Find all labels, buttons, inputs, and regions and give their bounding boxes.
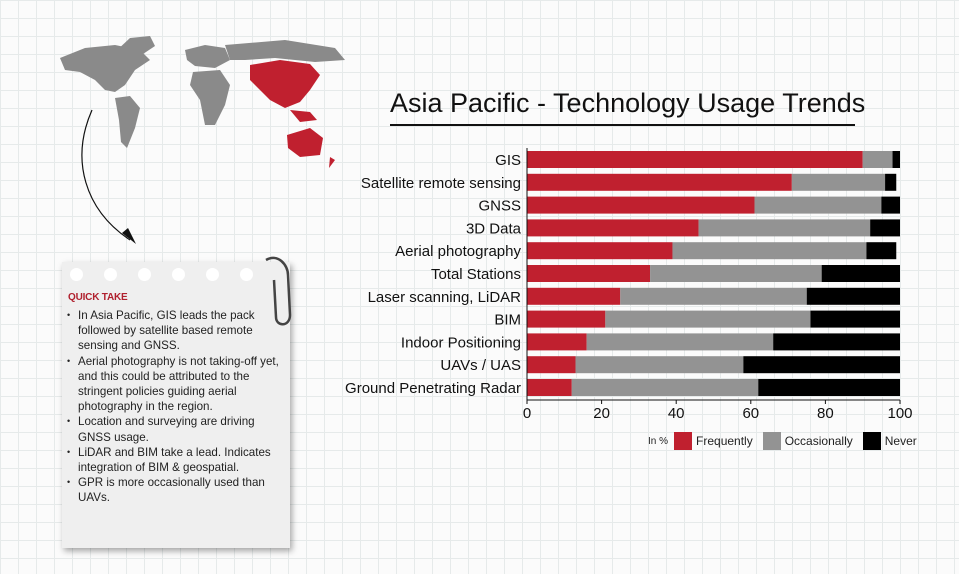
- bar-occasionally: [754, 196, 882, 214]
- x-tick-label: 80: [817, 405, 834, 422]
- bar-occasionally: [698, 219, 871, 237]
- chart-title: Asia Pacific - Technology Usage Trends: [390, 88, 866, 118]
- legend-swatch-never: [862, 432, 881, 450]
- bar-occasionally: [791, 173, 886, 191]
- legend-swatch-occasionally: [762, 432, 781, 450]
- category-label: Satellite remote sensing: [361, 175, 521, 192]
- x-tick-label: 60: [742, 405, 759, 422]
- bar-never: [881, 196, 900, 214]
- hole-icon: [104, 268, 117, 281]
- category-label: 3D Data: [466, 220, 522, 237]
- category-label: GNSS: [478, 198, 521, 215]
- hole-icon: [206, 268, 219, 281]
- legend-swatch-frequently: [674, 432, 693, 450]
- bar-frequently: [527, 219, 699, 237]
- bar-never: [743, 356, 900, 374]
- paperclip-icon: [265, 256, 292, 326]
- bullet: Aerial photography is not taking-off yet…: [67, 354, 288, 415]
- bullet: LiDAR and BIM take a lead. Indicates int…: [67, 445, 288, 475]
- x-tick-label: 100: [887, 405, 912, 422]
- bar-never: [810, 310, 900, 328]
- x-tick-label: 0: [523, 405, 531, 422]
- bar-frequently: [527, 151, 863, 168]
- bar-never: [866, 242, 897, 260]
- bar-frequently: [527, 265, 651, 282]
- bar-occasionally: [586, 333, 774, 351]
- bar-occasionally: [575, 356, 744, 374]
- bar-frequently: [527, 333, 587, 351]
- category-label: UAVs / UAS: [440, 357, 521, 374]
- bar-occasionally: [672, 242, 867, 260]
- world-map: [60, 36, 345, 168]
- title-underline: [390, 124, 855, 126]
- arrow-icon: [81, 109, 136, 244]
- bar-never: [773, 333, 900, 351]
- category-label: Ground Penetrating Radar: [345, 380, 521, 397]
- bar-frequently: [527, 310, 606, 328]
- bar-frequently: [527, 242, 673, 260]
- category-label: Total Stations: [431, 266, 521, 283]
- bar-never: [758, 379, 900, 396]
- bar-frequently: [527, 379, 572, 396]
- legend-label: Frequently: [696, 434, 753, 448]
- category-label: Indoor Positioning: [401, 334, 521, 351]
- category-label: BIM: [494, 312, 521, 329]
- bar-occasionally: [862, 151, 893, 168]
- legend: In % Frequently Occasionally Never: [648, 432, 917, 450]
- bar-frequently: [527, 287, 621, 305]
- x-tick-label: 40: [668, 405, 685, 422]
- bar-occasionally: [571, 379, 759, 396]
- legend-label: Occasionally: [784, 434, 853, 448]
- category-label: Aerial photography: [395, 243, 521, 260]
- bar-frequently: [527, 356, 576, 374]
- bar-frequently: [527, 173, 792, 191]
- quick-take-card: QUICK TAKE In Asia Pacific, GIS leads th…: [62, 262, 290, 548]
- bullet: GPR is more occasionally used than UAVs.: [67, 475, 288, 505]
- bar-never: [806, 287, 900, 305]
- category-label: Laser scanning, LiDAR: [368, 289, 522, 306]
- hole-icon: [70, 268, 83, 281]
- hole-icon: [172, 268, 185, 281]
- bar-never: [821, 265, 900, 282]
- bar-never: [885, 173, 897, 191]
- bar-occasionally: [605, 310, 811, 328]
- bullet: In Asia Pacific, GIS leads the pack foll…: [67, 308, 288, 354]
- hole-icon: [138, 268, 151, 281]
- category-label: GIS: [495, 152, 521, 169]
- legend-label: Never: [884, 434, 917, 448]
- bar-never: [892, 151, 900, 168]
- legend-unit: In %: [648, 435, 669, 447]
- hole-icon: [240, 268, 253, 281]
- bar-occasionally: [620, 287, 807, 305]
- x-tick-label: 20: [593, 405, 610, 422]
- bullet: Location and surveying are driving GNSS …: [67, 414, 288, 444]
- quick-take-heading: QUICK TAKE: [68, 292, 128, 303]
- bar-frequently: [527, 196, 755, 214]
- bar-never: [870, 219, 900, 237]
- bar-occasionally: [650, 265, 822, 282]
